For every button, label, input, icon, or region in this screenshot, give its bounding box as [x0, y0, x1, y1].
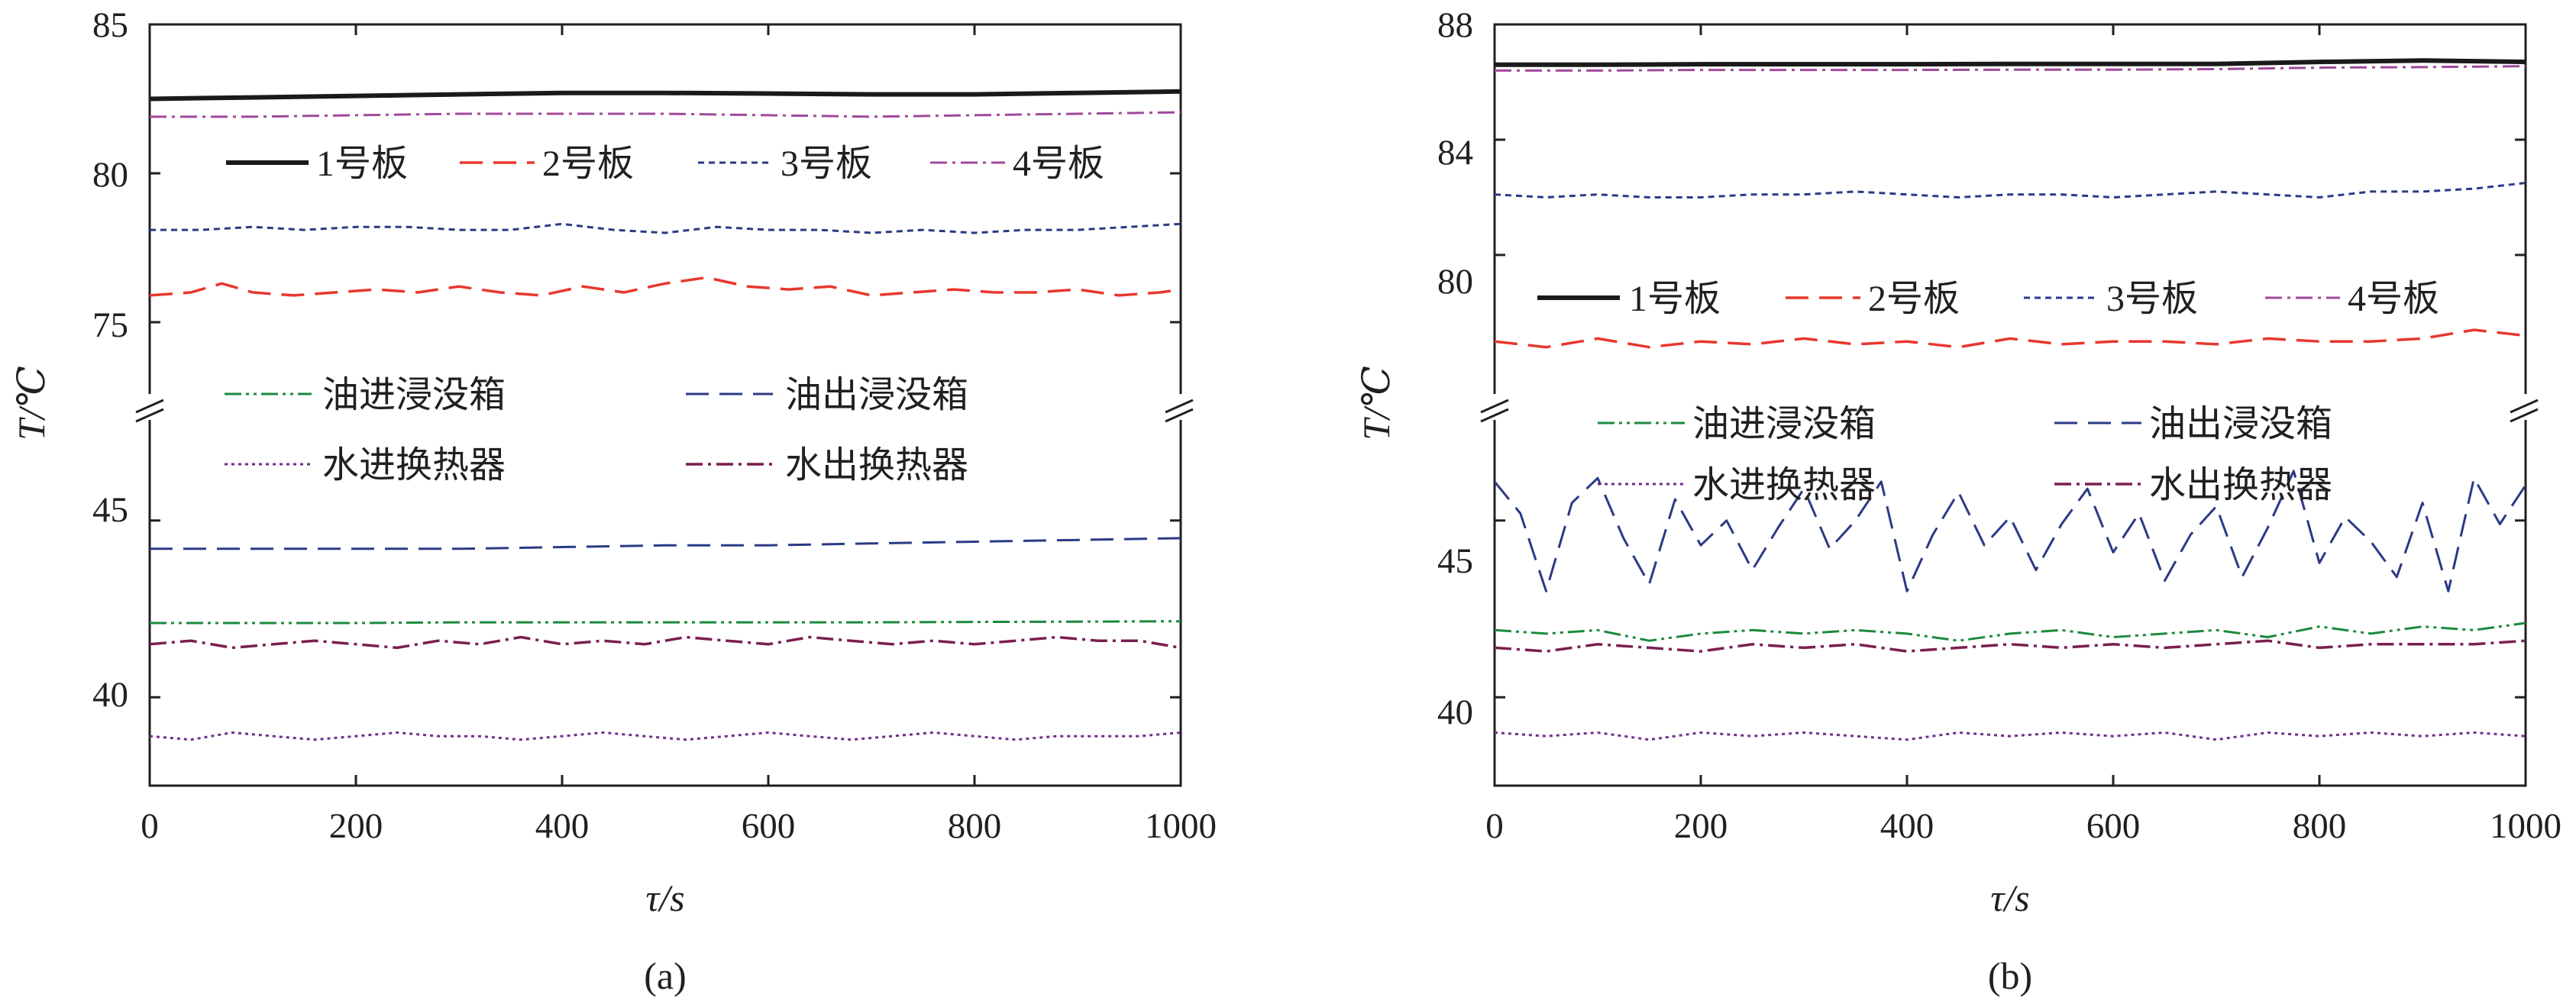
y-tick-label: 45: [92, 490, 128, 530]
y-tick-label: 45: [1437, 541, 1473, 581]
y-tick-label: 80: [1437, 262, 1473, 302]
series-line: [1495, 65, 2526, 72]
series-line: [150, 111, 1181, 118]
legend-label: 4号板: [2348, 279, 2439, 319]
axis-break-mark-left-a: [135, 394, 164, 423]
legend-label: 水出换热器: [2149, 465, 2332, 505]
x-tick-label: 1000: [1145, 806, 1217, 846]
x-tick-label: 1000: [2490, 806, 2561, 846]
series-line: [1494, 621, 2526, 642]
series-line: [150, 620, 1181, 625]
x-tick-label: 800: [2293, 806, 2347, 846]
legend-upper-a: 1号板 2号板 3号板 4号板: [226, 144, 1104, 184]
legend-label: 1号板: [1629, 279, 1721, 319]
series-line: [149, 89, 1181, 102]
y-axis-label: T/℃: [10, 366, 53, 441]
y-tick-label: 85: [92, 5, 128, 45]
axis-ticks-a: [148, 23, 1182, 786]
x-tick-label: 600: [2086, 806, 2141, 846]
plot-area-upper-a: [149, 89, 1181, 297]
legend-label: 油出浸没箱: [2149, 404, 2332, 444]
series-line: [150, 222, 1181, 234]
x-tick-label: 400: [535, 806, 590, 846]
y-tick-label: 84: [1437, 133, 1473, 173]
legend-label: 水进换热器: [1692, 465, 1876, 505]
plot-area-lower-b: [1493, 470, 2527, 741]
panel-a: 85 80 75 45 40 0 200 400 600 800 1000 τ/…: [10, 5, 1217, 997]
panel-caption: (a): [644, 954, 687, 997]
x-tick-label: 400: [1880, 806, 1934, 846]
legend-label: 3号板: [781, 144, 872, 184]
series-line: [1494, 639, 2526, 653]
x-tick-label: 0: [1485, 806, 1504, 846]
x-tick-label: 200: [329, 806, 383, 846]
panel-caption: (b): [1988, 954, 2032, 997]
series-line: [1494, 328, 2526, 349]
legend-label: 水出换热器: [785, 445, 968, 486]
plot-area-lower-a: [149, 537, 1181, 741]
legend-label: 油进浸没箱: [1692, 404, 1876, 444]
y-tick-label: 40: [1437, 692, 1473, 732]
y-axis-label: T/℃: [1355, 366, 1398, 441]
legend-upper-b: 1号板 2号板 3号板 4号板: [1537, 279, 2439, 319]
legend-label: 油出浸没箱: [785, 375, 968, 415]
plot-area-upper-b: [1494, 58, 2526, 349]
axis-ticks-b: [1493, 23, 2527, 786]
plot-frame-a: [148, 23, 1182, 787]
x-tick-label: 600: [742, 806, 796, 846]
legend-label: 3号板: [2106, 279, 2198, 319]
y-tick-label: 75: [92, 305, 128, 345]
legend-label: 4号板: [1013, 144, 1104, 184]
series-line: [1495, 58, 2526, 67]
x-tick-label: 800: [948, 806, 1002, 846]
legend-label: 1号板: [316, 144, 408, 184]
y-tick-label: 88: [1437, 5, 1473, 45]
axis-break-mark-left-b: [1480, 394, 1509, 423]
legend-label: 水进换热器: [322, 445, 506, 486]
legend-lower-b: 油进浸没箱 油出浸没箱 水进换热器 水出换热器: [1598, 404, 2332, 505]
legend-label: 油进浸没箱: [322, 375, 506, 415]
legend-label: 2号板: [1868, 279, 1960, 319]
x-tick-label: 0: [141, 806, 159, 846]
series-line: [1494, 731, 2526, 741]
legend-label: 2号板: [542, 144, 634, 184]
x-axis-label: τ/s: [645, 876, 684, 919]
series-line: [1494, 182, 2526, 199]
plot-frame-b: [1493, 23, 2527, 787]
x-axis-label: τ/s: [1990, 876, 2029, 919]
legend-lower-a: 油进浸没箱 油出浸没箱 水进换热器 水出换热器: [225, 375, 968, 486]
axis-break-mark-right-b: [2510, 394, 2539, 423]
series-line: [149, 731, 1181, 741]
y-tick-label: 80: [92, 155, 128, 195]
series-line: [1493, 470, 2527, 592]
series-line: [150, 537, 1181, 550]
panel-b: 88 84 80 45 40 0 200 400 600 800 1000 τ/…: [1355, 5, 2561, 997]
y-tick-label: 40: [92, 675, 128, 715]
series-line: [149, 276, 1181, 297]
axis-break-mark-right-a: [1165, 394, 1194, 423]
series-line: [149, 635, 1181, 650]
x-tick-label: 200: [1674, 806, 1728, 846]
